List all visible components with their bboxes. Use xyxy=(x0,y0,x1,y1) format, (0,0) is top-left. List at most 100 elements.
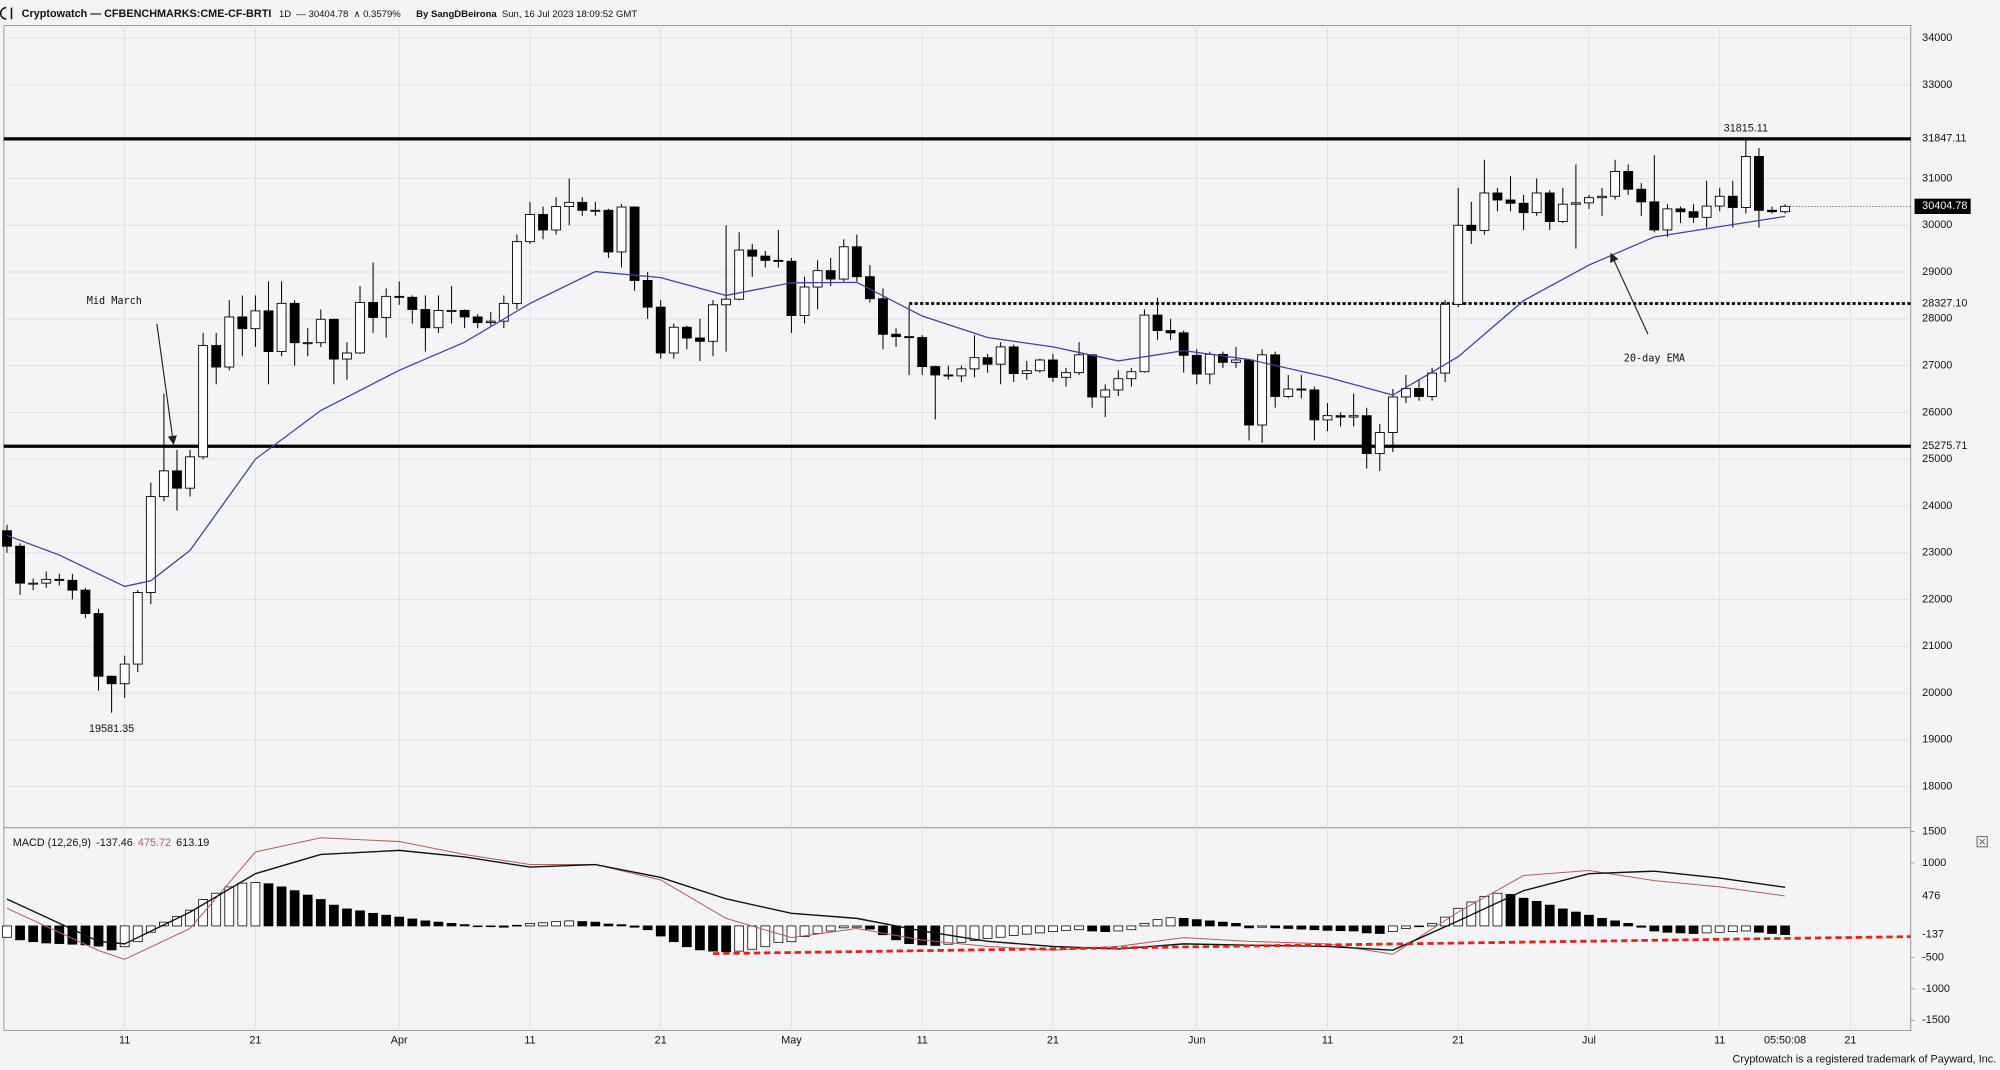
histogram-bar xyxy=(786,925,797,943)
candle-body xyxy=(1257,354,1268,426)
y-tick-label: 21000 xyxy=(1922,640,1952,652)
candle-body xyxy=(1780,205,1790,213)
candle-body xyxy=(1531,192,1542,214)
histogram-bar xyxy=(1191,919,1202,927)
histogram-bar xyxy=(1126,925,1137,931)
candle-body xyxy=(1048,359,1058,378)
histogram-bar xyxy=(1662,925,1673,933)
candle-body xyxy=(616,206,627,253)
y-tick-label: 19000 xyxy=(1922,734,1952,746)
candle-body xyxy=(577,201,588,211)
histogram-bar xyxy=(734,925,745,952)
candle-body xyxy=(1204,353,1215,375)
histogram-bar xyxy=(224,886,235,927)
countdown: 05:50:08 xyxy=(1764,1035,1806,1047)
candle-body xyxy=(982,357,993,365)
candle-body xyxy=(1466,224,1477,231)
y-tick-label: 26000 xyxy=(1922,406,1952,418)
histogram-bar xyxy=(1244,925,1254,929)
header-title: Cryptowatch — CFBENCHMARKS:CME-CF-BRTI xyxy=(22,8,272,20)
level-label: 31847.11 xyxy=(1922,133,1966,145)
histogram-bar xyxy=(237,882,248,927)
candle-body xyxy=(1427,372,1437,397)
candle-body xyxy=(132,592,143,665)
histogram-bar xyxy=(394,916,405,927)
histogram-bar xyxy=(1479,895,1490,927)
header-change: ∧ 0.3579% xyxy=(353,9,401,20)
annotation: 20-day EMA xyxy=(1624,353,1685,364)
level-label: 28327.10 xyxy=(1922,297,1967,309)
histogram-bar xyxy=(1309,925,1320,931)
x-tick-label: 11 xyxy=(1322,1035,1333,1047)
candle-body xyxy=(760,255,771,261)
histogram-bar xyxy=(538,922,548,927)
candle-body xyxy=(1662,208,1673,231)
candle-body xyxy=(1335,415,1346,418)
candle-body xyxy=(1348,415,1359,418)
histogram-bar xyxy=(459,924,470,927)
readout-value: -137.46 xyxy=(96,837,133,849)
candle-body xyxy=(472,316,483,324)
low-label: 19581.35 xyxy=(89,723,134,735)
candle-body xyxy=(773,259,784,262)
histogram-bar xyxy=(1727,925,1738,932)
candle-body xyxy=(224,316,235,368)
annotation-arrow xyxy=(156,323,177,445)
candle-body xyxy=(302,342,313,345)
candle-body xyxy=(1754,156,1764,211)
footer: Cryptowatch is a registered trademark of… xyxy=(1733,1054,1997,1066)
level-label: 25275.71 xyxy=(1922,440,1967,452)
histogram-bar xyxy=(1361,925,1372,934)
candle-body xyxy=(1636,188,1647,203)
candle-body xyxy=(119,663,130,685)
candle-body xyxy=(342,352,352,360)
histogram-bar xyxy=(368,912,378,927)
candle-body xyxy=(838,246,849,280)
candle-body xyxy=(1714,195,1725,207)
candle-body xyxy=(1309,389,1320,421)
candle-body xyxy=(1675,208,1686,213)
histogram-bar xyxy=(551,921,561,927)
candle-body xyxy=(2,530,12,547)
histogram-bar xyxy=(93,925,104,947)
histogram-bar xyxy=(695,925,705,951)
histogram-bar xyxy=(1231,923,1241,927)
histogram-bar xyxy=(2,925,12,938)
grid xyxy=(3,25,1915,1031)
candle-body xyxy=(1361,415,1372,455)
histogram-bar xyxy=(41,925,52,944)
candle-body xyxy=(1152,314,1163,331)
histogram-bar xyxy=(969,925,980,941)
candle-body xyxy=(67,579,78,591)
histogram-bar xyxy=(276,886,287,927)
candle-body xyxy=(1074,354,1084,374)
candle-body xyxy=(655,306,666,354)
candle-body xyxy=(1165,330,1176,334)
high-label: 31815.11 xyxy=(1724,123,1768,135)
histogram-bar xyxy=(1531,900,1542,927)
candle-body xyxy=(1374,432,1385,455)
plot: 18000 19000 20000 21000 22000 23000 24000 25000… xyxy=(2,32,1975,1048)
histogram-bar xyxy=(185,909,195,927)
macd-line xyxy=(6,849,1786,951)
candle-body xyxy=(917,337,928,367)
histogram-bar xyxy=(485,925,496,928)
close-button[interactable] xyxy=(1976,836,1988,848)
candle-body xyxy=(1610,171,1621,197)
candle-body xyxy=(407,296,418,310)
readout-value: 475.72 xyxy=(138,837,171,849)
histogram-bar xyxy=(472,925,483,928)
candle-body xyxy=(158,470,169,498)
histogram-bar xyxy=(1414,925,1424,928)
histogram-bar xyxy=(1440,916,1450,927)
histogram-bar xyxy=(15,925,25,941)
x-tick-label: Jul xyxy=(1582,1035,1596,1047)
candle-body xyxy=(1021,370,1032,375)
y-tick-label: 22000 xyxy=(1922,593,1952,605)
histogram-bar xyxy=(956,925,967,943)
histogram-bar xyxy=(838,925,849,929)
y-tick-label: -1000 xyxy=(1922,983,1950,995)
trendline xyxy=(712,935,1911,956)
candle-body xyxy=(708,304,718,342)
histogram-bar xyxy=(1270,925,1281,929)
